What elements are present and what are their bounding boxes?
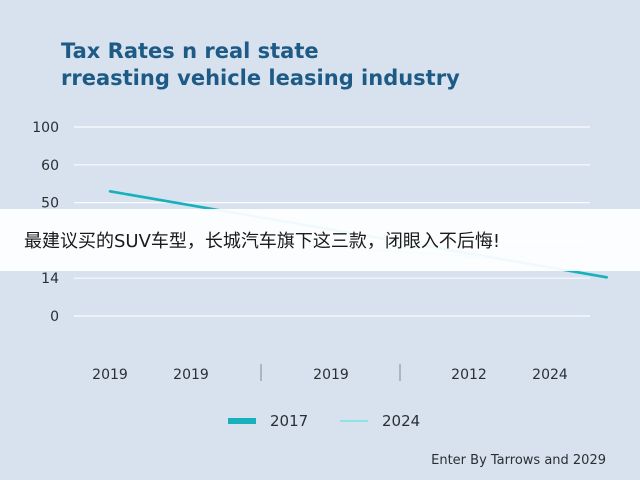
- y-tick-label: 60: [41, 158, 59, 174]
- legend-label-2017: 2017: [270, 412, 308, 430]
- x-tick-label: 2012: [451, 367, 487, 383]
- caption-banner-text: 最建议买的SUV车型，长城汽车旗下这三款，闭眼入不后悔!: [24, 231, 501, 252]
- chart-title: Tax Rates n real state rreasting vehicle …: [61, 39, 460, 90]
- chart-title-line-1: Tax Rates n real state: [61, 39, 319, 63]
- x-tick-label: 2019: [313, 367, 349, 383]
- x-tick-label: 2024: [532, 367, 568, 383]
- y-tick-label: 50: [41, 196, 59, 212]
- y-tick-label: 14: [41, 271, 59, 287]
- x-tick-label: 2019: [173, 367, 209, 383]
- chart-title-line-2: rreasting vehicle leasing industry: [61, 66, 460, 90]
- legend-swatch-2017: [228, 418, 256, 424]
- legend: 2017 2024: [228, 412, 420, 430]
- legend-swatch-2024: [340, 420, 368, 422]
- y-tick-label: 100: [32, 120, 59, 136]
- x-tick-label: 2019: [92, 367, 128, 383]
- legend-label-2024: 2024: [382, 412, 420, 430]
- footer-credit: Enter By Tarrows and 2029: [431, 453, 606, 468]
- caption-banner: 最建议买的SUV车型，长城汽车旗下这三款，闭眼入不后悔!: [0, 209, 640, 271]
- y-tick-label: 0: [50, 309, 59, 325]
- x-axis-ticks: 2019 2019 2019 2012 2024: [92, 364, 568, 383]
